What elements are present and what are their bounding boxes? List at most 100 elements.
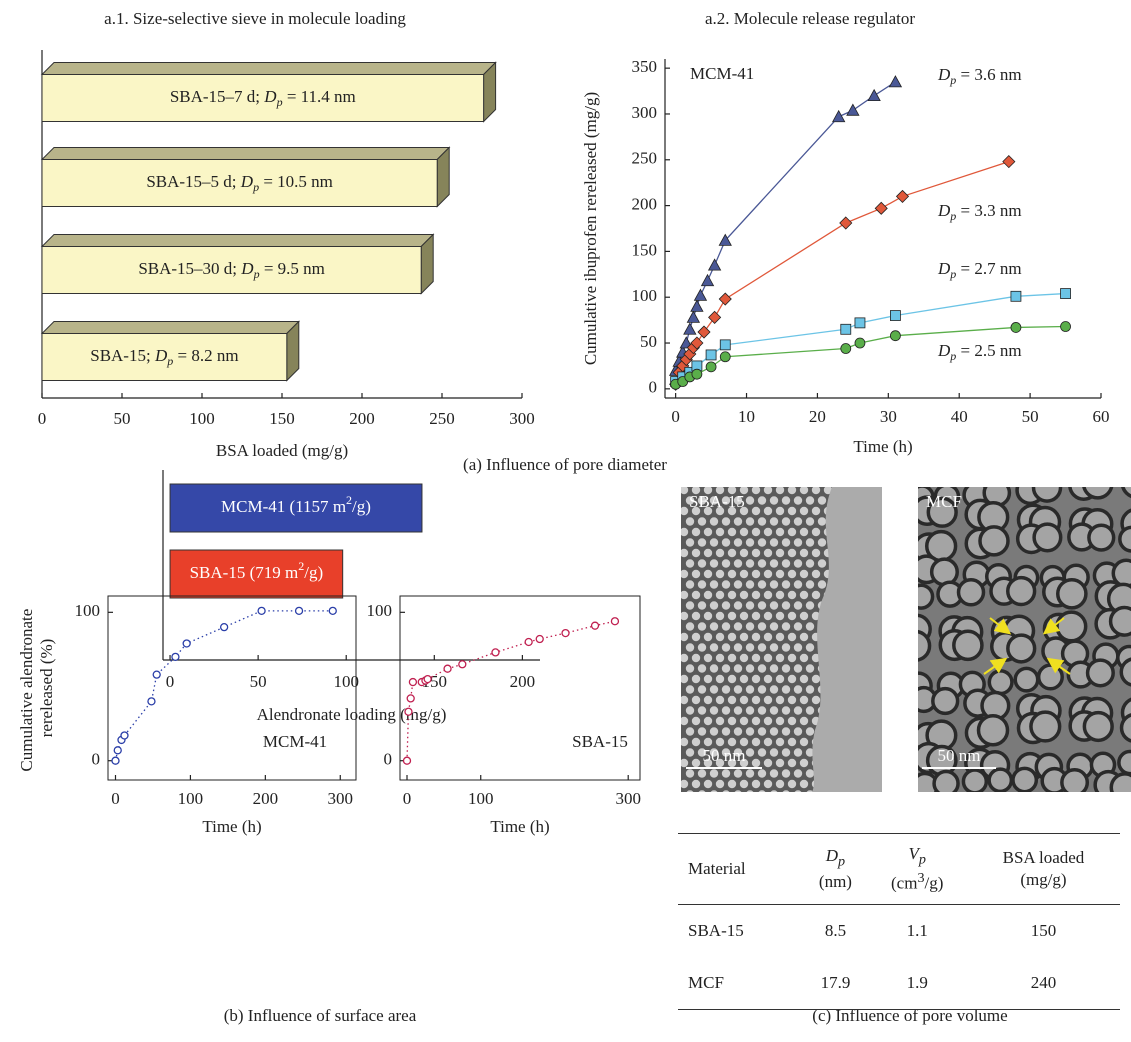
table-cell: 1.1 — [867, 905, 966, 958]
series-label: Dp = 2.5 nm — [937, 341, 1022, 363]
pore — [710, 559, 718, 567]
pore — [770, 622, 778, 630]
pore — [884, 696, 892, 704]
pore — [740, 780, 748, 788]
annotation: MCM-41 — [263, 732, 327, 751]
pore — [806, 559, 814, 567]
pore — [782, 517, 790, 525]
pore — [764, 696, 772, 704]
pore — [734, 580, 742, 588]
pore — [884, 486, 892, 494]
pore — [752, 528, 760, 536]
pore — [758, 769, 766, 777]
pore — [770, 517, 778, 525]
header-cell: Vp (cm3/g) — [867, 834, 966, 905]
point — [492, 649, 499, 656]
caption: (a) Influence of pore diameter — [463, 455, 667, 474]
pore — [884, 780, 892, 788]
pore — [776, 633, 784, 641]
pore — [728, 633, 736, 641]
marker — [720, 352, 730, 362]
pore — [818, 538, 826, 546]
pore — [740, 612, 748, 620]
pore — [734, 685, 742, 693]
cell — [1120, 527, 1131, 551]
pore — [716, 528, 724, 536]
pore — [890, 748, 898, 756]
text-part: = 3.3 nm — [956, 201, 1021, 220]
cell — [1089, 525, 1114, 550]
cell — [1111, 774, 1131, 801]
cell — [959, 580, 984, 605]
bar-top-face — [42, 322, 299, 334]
pore — [788, 738, 796, 746]
pore — [806, 622, 814, 630]
y-axis-label: Cumulative ibuprofen rereleased (mg/g) — [581, 92, 600, 365]
text-part: D — [937, 65, 951, 84]
pore — [686, 517, 694, 525]
pore — [752, 759, 760, 767]
pore — [722, 580, 730, 588]
pore — [680, 486, 688, 494]
pore — [722, 643, 730, 651]
page: (a) Influence of pore diameter (b) Influ… — [0, 0, 1131, 1042]
pore — [782, 748, 790, 756]
marker — [691, 300, 703, 311]
x-tick-label: 300 — [509, 409, 535, 428]
pore — [698, 664, 706, 672]
bar-top-face — [42, 235, 433, 247]
pore — [710, 517, 718, 525]
marker — [847, 104, 859, 115]
pore — [800, 654, 808, 662]
cell — [901, 631, 930, 660]
pore — [776, 528, 784, 536]
annotation: MCM-41 — [690, 64, 754, 83]
cell — [1058, 580, 1086, 608]
text-part: = 11.4 nm — [283, 87, 356, 106]
x-tick-label: 60 — [1093, 407, 1110, 426]
pore — [818, 580, 826, 588]
table-cell: 17.9 — [803, 957, 867, 1010]
pore — [746, 601, 754, 609]
pore — [680, 675, 688, 683]
text-part: p — [949, 267, 956, 281]
pore — [800, 759, 808, 767]
pore — [776, 591, 784, 599]
y-tick-label: 0 — [649, 378, 658, 397]
pore — [782, 706, 790, 714]
table-cell: SBA-15 — [678, 905, 803, 958]
point — [296, 607, 303, 614]
text-part: SBA-15–30 d; — [138, 259, 241, 278]
pore — [746, 559, 754, 567]
pore — [794, 622, 802, 630]
pore — [752, 780, 760, 788]
pore — [794, 769, 802, 777]
pore — [704, 570, 712, 578]
header-cell: Dp (nm) — [803, 834, 867, 905]
x-tick-label: 20 — [809, 407, 826, 426]
pore — [806, 580, 814, 588]
pore — [710, 601, 718, 609]
pore — [722, 601, 730, 609]
pore — [728, 717, 736, 725]
cell — [979, 716, 1008, 745]
pore — [890, 622, 898, 630]
table-cell: 8.5 — [803, 905, 867, 958]
marker — [1061, 322, 1071, 332]
pore — [782, 790, 790, 798]
y-tick-label: 100 — [75, 601, 101, 620]
pore — [794, 685, 802, 693]
pore — [692, 612, 700, 620]
pore — [782, 580, 790, 588]
marker — [687, 311, 699, 322]
pore — [710, 622, 718, 630]
image-label: SBA-15 — [689, 492, 745, 511]
marker — [698, 326, 710, 338]
table-cell: MCF — [678, 957, 803, 1010]
cell — [980, 527, 1008, 555]
marker — [889, 76, 901, 87]
pore — [776, 759, 784, 767]
pore — [704, 654, 712, 662]
pore — [692, 696, 700, 704]
pore — [710, 643, 718, 651]
